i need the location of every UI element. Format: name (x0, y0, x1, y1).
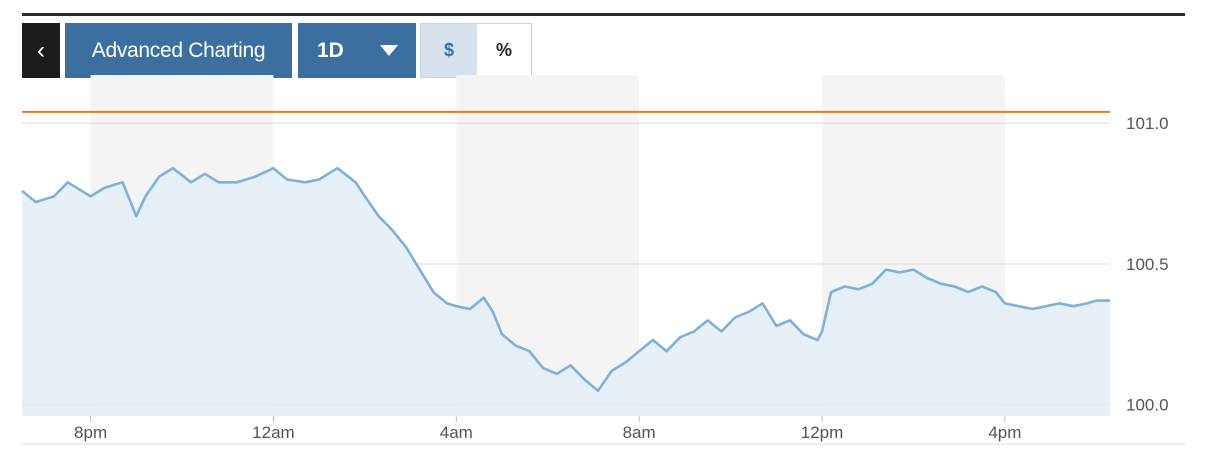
price-area (22, 168, 1110, 416)
unit-dollar-button[interactable]: $ (421, 24, 477, 77)
x-axis-labels: 8pm 12am 4am 8am 12pm 4pm (74, 416, 1021, 442)
unit-toggle: $ % (420, 23, 532, 78)
x-tick-label: 8pm (74, 423, 107, 442)
x-tick-label: 8am (623, 423, 656, 442)
y-tick-label: 100.5 (1126, 255, 1169, 274)
chevron-left-icon: ‹ (37, 36, 45, 64)
back-button[interactable]: ‹ (22, 23, 60, 78)
x-tick-label: 4pm (988, 423, 1021, 442)
unit-percent-button[interactable]: % (477, 24, 531, 77)
y-tick-label: 100.0 (1126, 396, 1169, 415)
caret-down-icon (380, 45, 398, 56)
y-tick-label: 101.0 (1126, 114, 1169, 133)
range-label: 1D (317, 38, 344, 62)
advanced-charting-button[interactable]: Advanced Charting (65, 23, 292, 78)
x-tick-label: 12pm (801, 423, 844, 442)
top-rule (22, 13, 1185, 16)
y-axis-labels: 101.0 100.5 100.0 (1126, 114, 1169, 415)
price-line (21, 166, 1110, 393)
x-tick-label: 4am (440, 423, 473, 442)
range-select[interactable]: 1D (298, 23, 416, 78)
x-tick-label: 12am (252, 423, 295, 442)
